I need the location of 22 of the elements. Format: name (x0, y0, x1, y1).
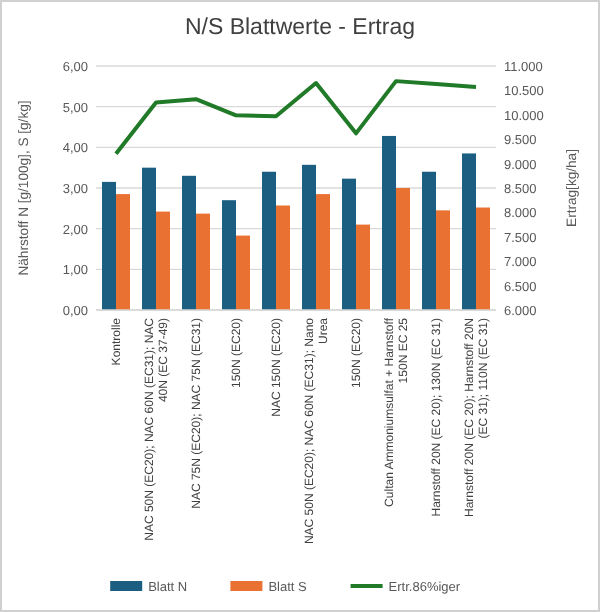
bar (102, 181, 116, 310)
bar (382, 135, 396, 310)
bar (302, 164, 316, 310)
bar (236, 235, 250, 310)
bar (356, 224, 370, 310)
bar (462, 153, 476, 310)
bar (196, 213, 210, 310)
bar (142, 167, 156, 310)
bar (276, 205, 290, 310)
bar (116, 194, 130, 310)
bar (342, 178, 356, 310)
line-series (114, 79, 478, 156)
bar (156, 211, 170, 310)
bar (262, 171, 276, 310)
bar (436, 210, 450, 310)
bar (222, 200, 236, 310)
bar (396, 188, 410, 310)
bar (182, 175, 196, 310)
bar (316, 194, 330, 310)
bar (422, 171, 436, 310)
chart-title: N/S Blattwerte - Ertrag (184, 16, 416, 40)
bar (476, 207, 490, 310)
